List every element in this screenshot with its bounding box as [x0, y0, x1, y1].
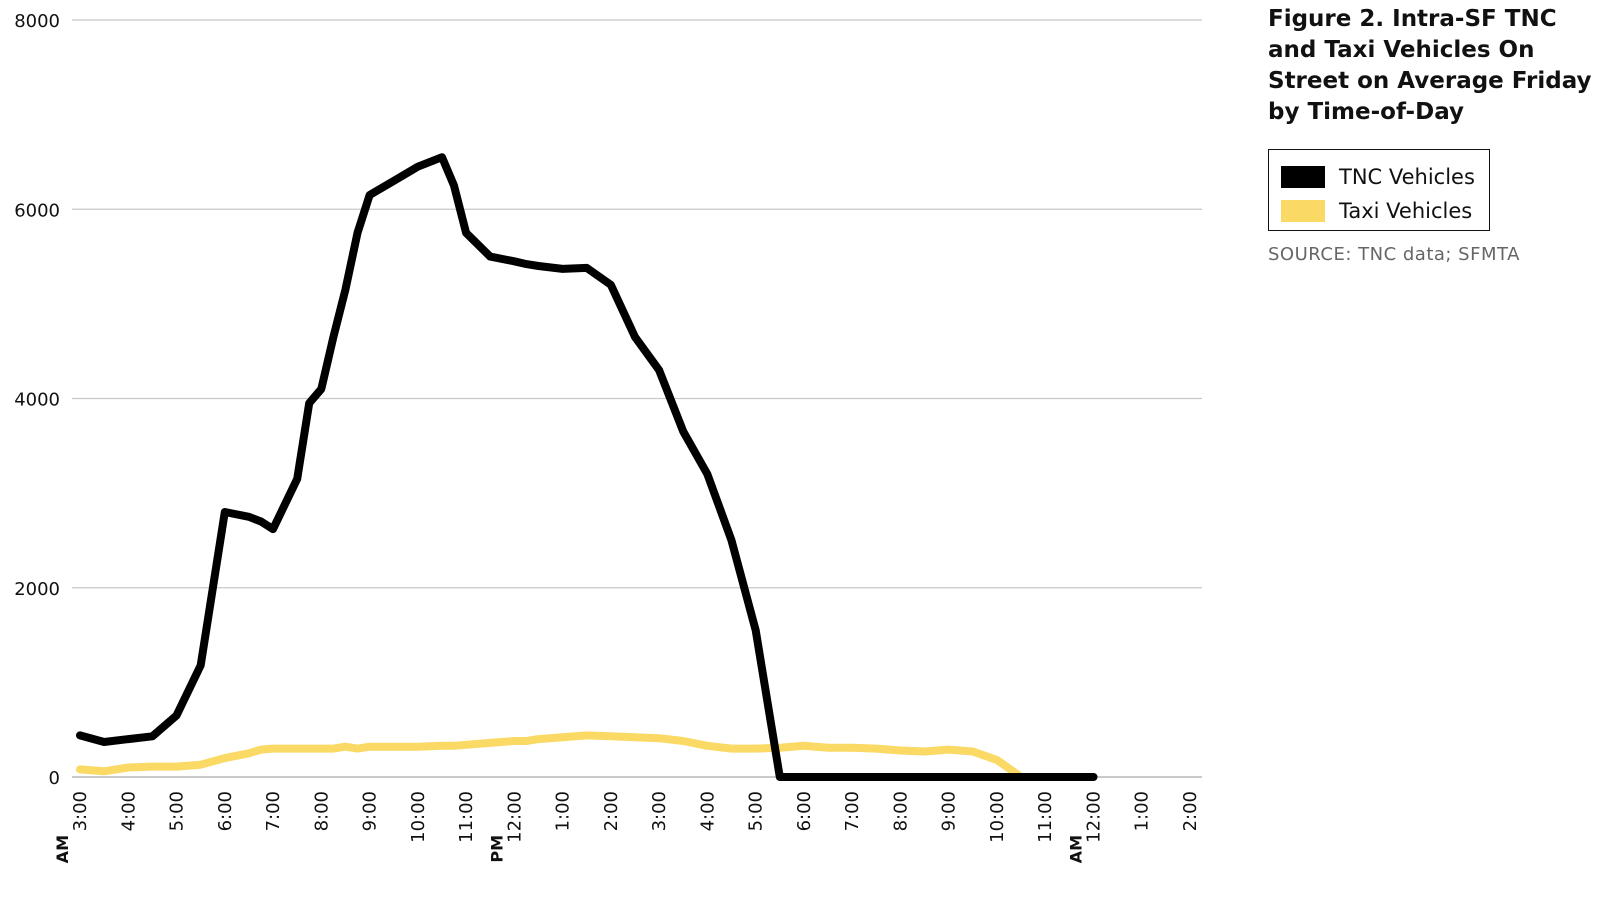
x-period-label: AM — [1066, 835, 1085, 863]
x-axis: 3:00 4:00 5:00 6:00 7:00 8:00 9:00 10:00 11:00 12… — [53, 791, 1201, 863]
x-period-label: AM — [53, 835, 72, 863]
x-tick-label: 7:00 — [263, 791, 284, 831]
x-tick-label: 3:00 — [70, 791, 91, 831]
y-tick-label: 2000 — [14, 579, 60, 600]
y-axis: 0 2000 4000 6000 8000 — [14, 11, 60, 789]
x-tick-label: 5:00 — [746, 791, 767, 831]
x-tick-label: 1:00 — [1132, 791, 1153, 831]
x-tick-label: 8:00 — [311, 791, 332, 831]
x-tick-label: 3:00 — [649, 791, 670, 831]
line-chart: 0 2000 4000 6000 8000 3:00 4:00 5:00 6:00 7:00 8:… — [14, 11, 1202, 863]
x-tick-label: 10:00 — [987, 791, 1008, 843]
x-tick-label: 9:00 — [360, 791, 381, 831]
x-tick-label: 5:00 — [167, 791, 188, 831]
series-layer — [76, 153, 1098, 781]
legend-item-tnc: TNC Vehicles — [1281, 160, 1477, 194]
y-tick-label: 4000 — [14, 390, 60, 411]
x-tick-label: 7:00 — [842, 791, 863, 831]
x-tick-label: 11:00 — [456, 791, 477, 843]
series-line-tnc — [76, 153, 1098, 781]
x-tick-label: 4:00 — [118, 791, 139, 831]
legend-swatch-taxi — [1281, 200, 1325, 222]
x-tick-label: 2:00 — [601, 791, 622, 831]
x-tick-label: 9:00 — [939, 791, 960, 831]
y-tick-label: 0 — [49, 768, 60, 789]
source-note: SOURCE: TNC data; SFMTA — [1268, 244, 1520, 265]
y-tick-label: 6000 — [14, 200, 60, 221]
legend-label-taxi: Taxi Vehicles — [1339, 199, 1473, 223]
y-tick-label: 8000 — [14, 11, 60, 32]
series-line-taxi — [76, 731, 1098, 781]
x-tick-label: 6:00 — [794, 791, 815, 831]
x-tick-label: 4:00 — [697, 791, 718, 831]
x-tick-label: 1:00 — [553, 791, 574, 831]
x-tick-label: 11:00 — [1035, 791, 1056, 843]
x-tick-label: 6:00 — [215, 791, 236, 831]
x-tick-label: 10:00 — [408, 791, 429, 843]
x-period-label: PM — [487, 835, 506, 863]
x-tick-label: 12:00 — [504, 791, 525, 843]
legend-swatch-tnc — [1281, 166, 1325, 188]
legend-item-taxi: Taxi Vehicles — [1281, 194, 1477, 228]
x-tick-label: 12:00 — [1083, 791, 1104, 843]
x-tick-label: 2:00 — [1180, 791, 1201, 831]
chart-title: Figure 2. Intra-SF TNC and Taxi Vehicles… — [1268, 6, 1592, 125]
gridlines — [72, 19, 1202, 778]
legend: TNC Vehicles Taxi Vehicles — [1268, 149, 1490, 231]
x-tick-label: 8:00 — [890, 791, 911, 831]
legend-label-tnc: TNC Vehicles — [1339, 165, 1475, 189]
